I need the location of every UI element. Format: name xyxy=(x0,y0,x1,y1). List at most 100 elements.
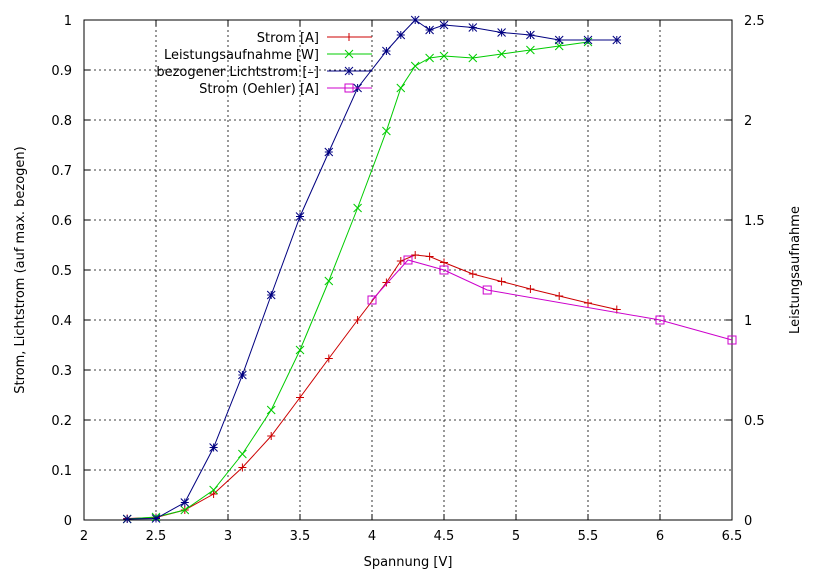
y-tick-label: 0.2 xyxy=(51,414,72,429)
legend-label: Strom [A] xyxy=(257,31,319,46)
legend-marker xyxy=(345,33,353,41)
data-point xyxy=(238,463,247,472)
data-point xyxy=(324,276,334,286)
marker-stroke xyxy=(295,345,305,355)
legend-marker xyxy=(344,83,354,93)
data-point xyxy=(396,257,405,265)
marker-stroke xyxy=(324,147,334,157)
data-point xyxy=(238,370,247,380)
data-point xyxy=(209,485,218,495)
data-point xyxy=(295,212,305,221)
marker-stroke xyxy=(655,315,665,325)
marker-stroke xyxy=(396,30,406,40)
marker-stroke xyxy=(238,370,247,380)
data-point xyxy=(238,449,247,459)
data-point xyxy=(266,405,276,415)
marker-stroke xyxy=(439,20,449,30)
marker-stroke xyxy=(344,83,354,93)
data-point xyxy=(411,251,420,259)
data-point xyxy=(382,46,391,56)
legend: Strom [A] Leistungsaufnahme [W] bezogener … xyxy=(156,31,372,97)
data-point xyxy=(439,265,449,275)
marker-stroke xyxy=(180,505,190,515)
axis-ticks: 2 2.5 3 3.5 4 4.5 5 5.5 6 6.500.10.20.30.40.50.60… xyxy=(51,14,764,544)
data-point xyxy=(526,30,535,40)
data-point xyxy=(209,490,218,498)
data-point xyxy=(180,498,190,507)
marker-stroke xyxy=(583,35,593,45)
y-tick-label: 0.7 xyxy=(51,164,72,179)
y2-tick-label: 2.5 xyxy=(744,14,765,29)
y2-tick-label: 1 xyxy=(744,314,752,329)
y-tick-label: 0.5 xyxy=(51,264,72,279)
data-point xyxy=(353,203,362,213)
marker-stroke xyxy=(554,35,564,45)
x-tick-label: 4 xyxy=(368,529,376,544)
marker-stroke xyxy=(324,276,334,286)
marker-stroke xyxy=(151,514,161,523)
marker-stroke xyxy=(382,46,391,56)
data-point xyxy=(468,23,478,32)
x-tick-label: 4.5 xyxy=(434,529,455,544)
data-point xyxy=(151,514,161,523)
data-point xyxy=(497,49,506,59)
x-tick-label: 2 xyxy=(80,529,88,544)
x-tick-label: 3.5 xyxy=(290,529,311,544)
data-point xyxy=(425,25,434,35)
y2-tick-label: 0.5 xyxy=(744,414,765,429)
x-tick-label: 6 xyxy=(656,529,664,544)
marker-stroke xyxy=(727,335,737,345)
marker-stroke xyxy=(439,51,449,61)
data-point xyxy=(440,258,448,267)
data-point xyxy=(382,126,391,136)
y-tick-label: 0 xyxy=(64,514,72,529)
data-point xyxy=(497,28,506,37)
data-point xyxy=(497,277,506,286)
data-point xyxy=(468,53,478,63)
grid xyxy=(84,20,732,520)
x-tick-label: 5.5 xyxy=(578,529,599,544)
series-line xyxy=(127,19,617,520)
marker-stroke xyxy=(344,66,354,76)
legend-marker xyxy=(344,66,354,76)
marker-stroke xyxy=(238,449,247,459)
marker-stroke xyxy=(410,61,420,71)
marker-stroke xyxy=(396,83,406,93)
y2-tick-label: 2 xyxy=(744,114,752,129)
data-point xyxy=(367,295,377,305)
y-axis-label: Strom, Lichtstrom (auf max. bezogen) xyxy=(13,146,28,393)
data-point xyxy=(439,20,449,30)
series-4 xyxy=(367,255,737,345)
marker-stroke xyxy=(439,265,449,275)
y2-tick-label: 1.5 xyxy=(744,214,765,229)
data-point xyxy=(655,315,665,325)
data-point xyxy=(382,278,391,287)
data-point xyxy=(122,514,132,524)
marker-stroke xyxy=(468,53,478,63)
y-tick-label: 0.6 xyxy=(51,214,72,229)
marker-stroke xyxy=(266,405,276,415)
data-point xyxy=(267,432,276,440)
marker-stroke xyxy=(122,514,132,524)
data-point xyxy=(727,335,737,345)
data-point xyxy=(266,290,276,300)
data-point xyxy=(410,15,420,25)
marker-stroke xyxy=(266,290,276,300)
marker-stroke xyxy=(209,443,218,452)
marker-stroke xyxy=(526,45,535,55)
series-line xyxy=(371,259,733,341)
marker-stroke xyxy=(425,25,434,35)
y-tick-label: 0.9 xyxy=(51,64,72,79)
x-tick-label: 3 xyxy=(224,529,232,544)
legend-label: Leistungsaufnahme [W] xyxy=(164,48,319,63)
marker-stroke xyxy=(344,49,354,59)
series-line xyxy=(127,41,589,520)
y-tick-label: 1 xyxy=(64,14,72,29)
marker-stroke xyxy=(497,28,506,37)
data-point xyxy=(403,255,413,265)
data-point xyxy=(296,393,304,402)
data-point xyxy=(324,147,334,157)
data-point xyxy=(555,292,564,300)
data-point xyxy=(439,51,449,61)
marker-stroke xyxy=(403,255,413,265)
